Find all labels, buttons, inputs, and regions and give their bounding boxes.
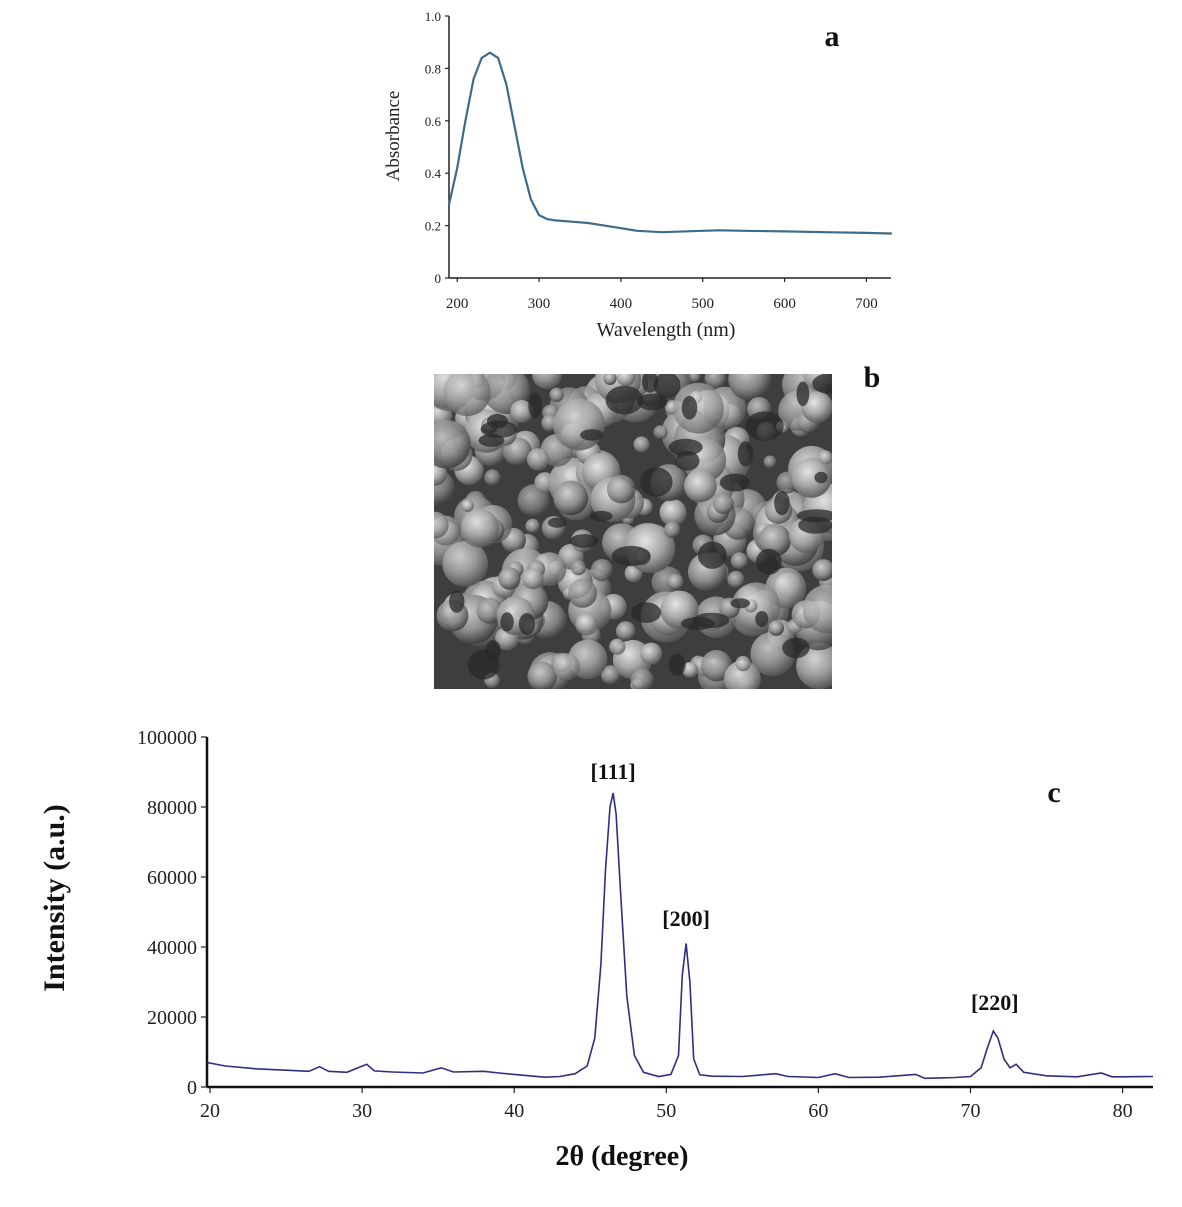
chart-c-x-tick-label: 30 [352,1100,372,1122]
chart-a-y-axis-label: Absorbance [383,91,404,182]
chart-c-x-tick-label: 20 [200,1100,220,1122]
chart-c-peak-label: [111] [590,759,635,784]
chart-c-peak-label: [200] [662,906,710,931]
chart-c-y-axis-label: Intensity (a.u.) [38,804,71,992]
panel-b-label: b [864,361,881,394]
chart-a-x-tick-label: 400 [610,296,633,312]
panel-c-label: c [1047,776,1060,809]
chart-c-y-tick-label: 100000 [137,727,197,749]
chart-c-xrd-line [206,792,1154,1080]
chart-a-absorbance-line [447,51,893,235]
chart-a-y-tick-label: 0.8 [425,61,441,76]
chart-a-y-tick-label: 0.4 [425,166,442,181]
chart-a-x-tick-label: 500 [691,296,714,312]
chart-a-x-tick-label: 300 [528,296,551,312]
chart-c-x-axis-label: 2θ (degree) [555,1141,688,1172]
chart-a-x-axis-label: Wavelength (nm) [597,319,736,341]
chart-c-peak-label: [220] [971,990,1019,1015]
chart-a-y-tick-label: 1.0 [425,9,441,24]
chart-a-y-tick-label: 0.6 [425,114,442,129]
chart-c-x-tick-label: 80 [1113,1100,1133,1122]
panel-a-label: a [825,20,840,53]
chart-c-x-tick-label: 60 [808,1100,828,1122]
chart-a-x-tick-label: 200 [446,296,469,312]
chart-c-y-tick-label: 60000 [147,867,197,889]
chart-c-y-tick-label: 20000 [147,1007,197,1029]
xrd-pattern-chart: 0 20000 40000 60000 80000 100000 20 30 40 50 60 70… [38,727,1154,1172]
chart-a-x-tick-label: 600 [773,296,796,312]
chart-a-x-tick-label: 700 [855,296,878,312]
chart-a-y-tick-label: 0.2 [425,219,441,234]
chart-c-x-tick-label: 40 [504,1100,524,1122]
chart-c-y-tick-label: 0 [187,1077,197,1099]
uv-vis-absorbance-chart: 0 0.2 0.4 0.6 0.8 1.0 200 300 400 500 600 700 Wave… [383,9,893,341]
chart-c-x-tick-label: 70 [960,1100,980,1122]
chart-c-y-tick-label: 80000 [147,797,197,819]
chart-c-y-tick-label: 40000 [147,937,197,959]
sem-micrograph-image [434,374,832,689]
chart-c-x-tick-label: 50 [656,1100,676,1122]
chart-a-y-tick-label: 0 [435,271,442,286]
